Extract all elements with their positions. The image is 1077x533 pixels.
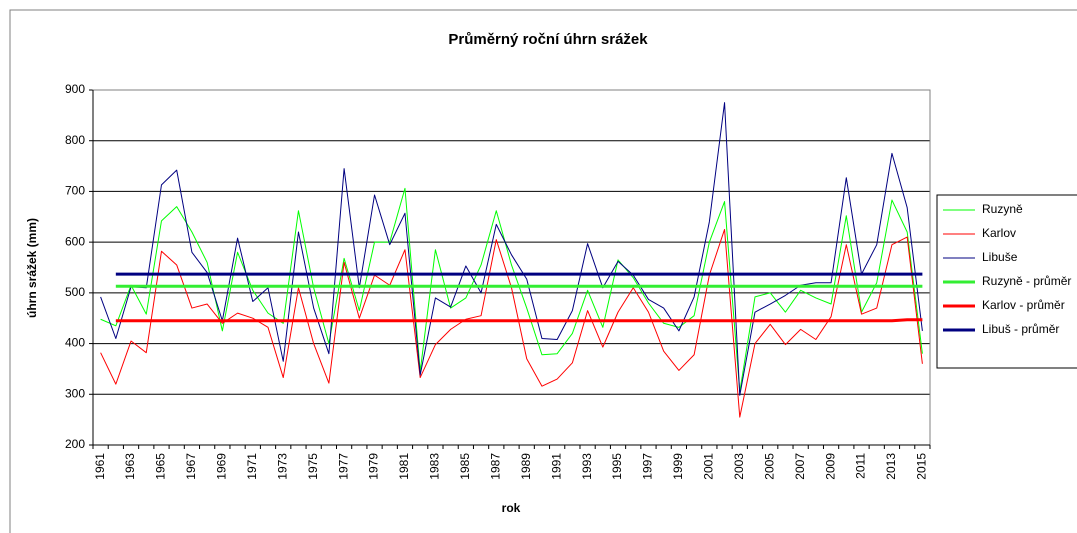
y-tick-label: 700 [65,184,85,198]
x-tick-label: 1967 [184,453,198,480]
x-tick-label: 1965 [154,453,168,480]
series-line [100,187,923,393]
x-tick-label: 1985 [458,453,472,480]
x-tick-label: 1961 [93,453,107,480]
x-tick-label: 1995 [610,453,624,480]
legend-label: Ruzyně - průměr [982,274,1071,288]
x-tick-label: 2007 [793,453,807,480]
y-axis-label: úhrn srážek (mm) [25,218,39,318]
y-tick-label: 600 [65,234,85,248]
y-tick-label: 300 [65,386,85,400]
legend-label: Libuše [982,250,1018,264]
x-tick-label: 2005 [762,453,776,480]
x-tick-label: 1989 [519,453,533,480]
x-tick-label: 1977 [336,453,350,480]
series-line [100,102,923,396]
y-tick-label: 200 [65,437,85,451]
x-tick-label: 2003 [732,453,746,480]
series-line [100,228,923,418]
x-tick-label: 1963 [123,453,137,480]
legend-label: Karlov [982,226,1016,240]
x-tick-label: 2015 [915,453,929,480]
legend-label: Karlov - průměr [982,298,1065,312]
y-tick-label: 400 [65,336,85,350]
x-tick-label: 2001 [702,453,716,480]
x-tick-label: 1983 [428,453,442,480]
x-tick-label: 2009 [823,453,837,480]
legend-label: Libuš - průměr [982,322,1059,336]
x-tick-label: 1999 [671,453,685,480]
x-tick-label: 1973 [275,453,289,480]
chart-title: Průměrný roční úhrn srážek [448,31,648,48]
x-tick-label: 1969 [215,453,229,480]
series-line [115,318,923,323]
x-tick-label: 1981 [397,453,411,480]
x-tick-label: 2013 [884,453,898,480]
x-tick-label: 2011 [854,453,868,479]
y-tick-label: 900 [65,82,85,96]
legend-label: Ruzyně [982,202,1023,216]
x-tick-label: 1993 [580,453,594,480]
x-tick-label: 1991 [549,453,563,480]
x-tick-label: 1979 [367,453,381,480]
x-tick-label: 1987 [488,453,502,480]
y-tick-label: 800 [65,133,85,147]
x-tick-label: 1997 [641,453,655,480]
y-tick-label: 500 [65,285,85,299]
x-axis-label: rok [502,501,521,515]
x-tick-label: 1975 [306,453,320,480]
x-tick-label: 1971 [245,453,259,480]
